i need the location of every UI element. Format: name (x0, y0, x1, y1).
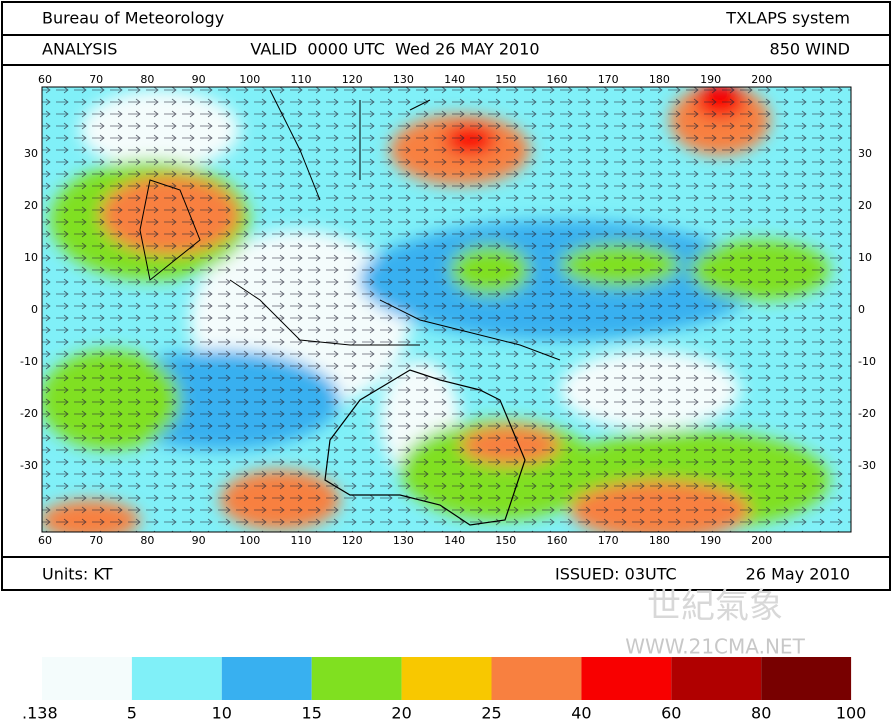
legend-swatch (581, 657, 672, 700)
lat-label: 10 (858, 251, 872, 264)
lon-label: 60 (38, 73, 52, 86)
lon-label: 90 (192, 534, 206, 547)
lon-label: 190 (700, 73, 721, 86)
lon-label: 110 (291, 534, 312, 547)
lat-label: 10 (24, 251, 38, 264)
legend-label: 100 (836, 704, 867, 723)
valid-time: VALID 0000 UTC Wed 26 MAY 2010 (250, 40, 539, 59)
legend-swatch (761, 657, 852, 700)
lon-label: 80 (140, 534, 154, 547)
frame (1, 1, 891, 591)
lon-label: 140 (444, 534, 465, 547)
lat-label: 0 (31, 303, 38, 316)
lon-label: 70 (89, 534, 103, 547)
lat-label: -10 (858, 355, 876, 368)
lon-label: 120 (342, 534, 363, 547)
lat-label: -30 (20, 459, 38, 472)
lat-label: 30 (858, 147, 872, 160)
lat-label: 30 (24, 147, 38, 160)
legend-swatch (42, 657, 132, 700)
lat-label: -10 (20, 355, 38, 368)
agency: Bureau of Meteorology (42, 9, 224, 28)
color-legend: .138 5 10 15 20 25 40 60 80 100 (22, 657, 867, 723)
lon-label: 60 (38, 534, 52, 547)
lon-label: 80 (140, 73, 154, 86)
lon-label: 180 (649, 534, 670, 547)
legend-label: 20 (391, 704, 411, 723)
watermark-url: WWW.21CMA.NET (625, 635, 805, 659)
legend-label: 15 (302, 704, 322, 723)
legend-swatch (221, 657, 312, 700)
lat-label: 20 (858, 199, 872, 212)
lat-label: 20 (24, 199, 38, 212)
legend-swatch (311, 657, 402, 700)
wind-map (42, 87, 851, 532)
legend-label: 25 (481, 704, 501, 723)
lon-label: 150 (495, 73, 516, 86)
legend-swatch (401, 657, 492, 700)
lon-label: 200 (751, 534, 772, 547)
lon-label: 170 (598, 534, 619, 547)
lon-label: 90 (192, 73, 206, 86)
lon-label: 100 (239, 534, 260, 547)
legend-label: 60 (661, 704, 681, 723)
map-border (41, 86, 852, 533)
lon-label: 190 (700, 534, 721, 547)
lat-label: -30 (858, 459, 876, 472)
legend-label: 40 (571, 704, 591, 723)
lon-label: 100 (239, 73, 260, 86)
lat-label: 0 (858, 303, 865, 316)
lon-label: 70 (89, 73, 103, 86)
lon-label: 160 (547, 534, 568, 547)
lat-label: -20 (858, 407, 876, 420)
lon-label: 130 (393, 73, 414, 86)
legend-swatch (491, 657, 582, 700)
lon-label: 160 (547, 73, 568, 86)
legend-swatch (671, 657, 762, 700)
lon-label: 130 (393, 534, 414, 547)
issued: ISSUED: 03UTC (555, 565, 677, 584)
lon-label: 180 (649, 73, 670, 86)
watermark-title: 世紀氣象 (647, 587, 783, 627)
legend-swatch (131, 657, 222, 700)
lon-label: 150 (495, 534, 516, 547)
lon-label: 120 (342, 73, 363, 86)
units: Units: KT (42, 565, 113, 584)
field: 850 WIND (770, 40, 850, 59)
system: TXLAPS system (725, 9, 850, 28)
legend-label: 80 (751, 704, 771, 723)
lon-label: 140 (444, 73, 465, 86)
product: ANALYSIS (42, 40, 117, 59)
legend-label: 10 (212, 704, 232, 723)
lon-label: 170 (598, 73, 619, 86)
lat-label: -20 (20, 407, 38, 420)
legend-label: 5 (127, 704, 137, 723)
issued-date: 26 May 2010 (746, 565, 850, 584)
legend-label: .138 (22, 704, 58, 723)
lon-label: 110 (291, 73, 312, 86)
lon-label: 200 (751, 73, 772, 86)
